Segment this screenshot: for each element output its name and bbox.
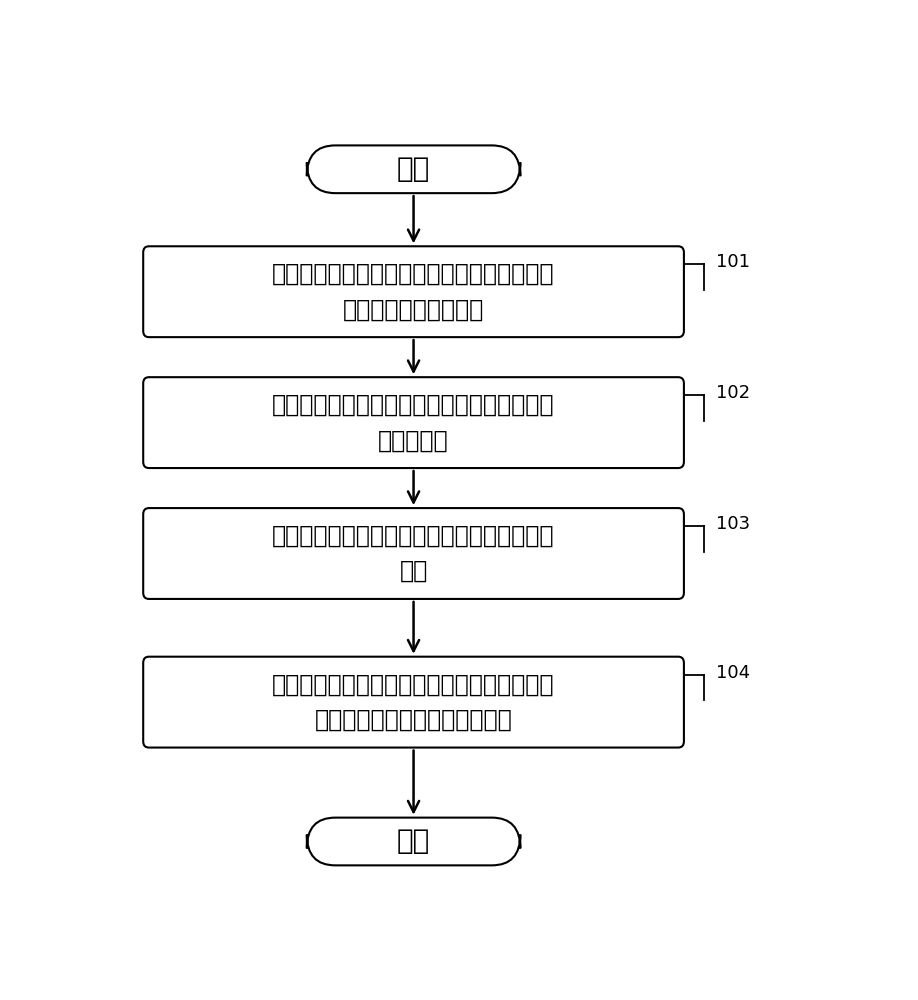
FancyBboxPatch shape xyxy=(307,145,521,193)
Text: 104: 104 xyxy=(716,664,750,682)
FancyBboxPatch shape xyxy=(143,657,684,748)
FancyBboxPatch shape xyxy=(143,377,684,468)
Text: 103: 103 xyxy=(716,515,750,533)
Text: 预先获取压气机设计状态下的各级的第一特性
线族和第一整机特性线: 预先获取压气机设计状态下的各级的第一特性 线族和第一整机特性线 xyxy=(273,262,554,321)
Text: 102: 102 xyxy=(716,384,750,402)
Text: 获取压气机中硬件偏离设计状态的预定级的第
二特性线族: 获取压气机中硬件偏离设计状态的预定级的第 二特性线族 xyxy=(273,393,554,452)
FancyBboxPatch shape xyxy=(143,508,684,599)
Text: 比较第一整机特性线和第二整机特性线，以获
取硬件状态偏离设计状态的影响: 比较第一整机特性线和第二整机特性线，以获 取硬件状态偏离设计状态的影响 xyxy=(273,672,554,732)
FancyBboxPatch shape xyxy=(307,818,521,865)
Text: 结束: 结束 xyxy=(397,827,431,855)
Text: 开始: 开始 xyxy=(397,155,431,183)
Text: 获取压气机中硬件偏离设计状态的第二整机特
性线: 获取压气机中硬件偏离设计状态的第二整机特 性线 xyxy=(273,524,554,583)
Text: 101: 101 xyxy=(716,253,750,271)
FancyBboxPatch shape xyxy=(143,246,684,337)
